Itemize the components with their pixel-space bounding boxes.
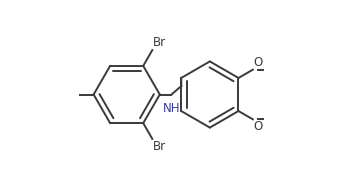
Text: NH: NH bbox=[163, 102, 180, 115]
Text: O: O bbox=[253, 56, 263, 69]
Text: Br: Br bbox=[153, 140, 166, 153]
Text: O: O bbox=[253, 120, 263, 133]
Text: Br: Br bbox=[153, 36, 166, 49]
